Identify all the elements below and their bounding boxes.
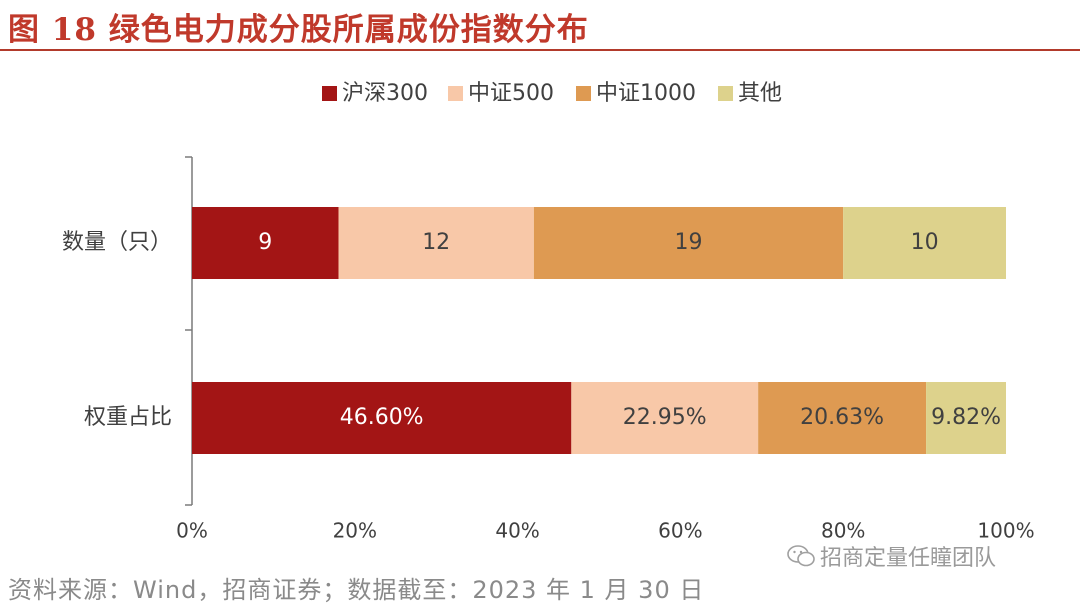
chart-axes: 0% 20% 40% 60% 80% 100% 数量（只） 权重占比 [62, 156, 1035, 543]
bar-segment-0-1 [338, 207, 534, 279]
data-label-0-2: 19 [675, 230, 703, 255]
legend-swatch-2 [576, 86, 591, 101]
legend-label-2: 中证1000 [596, 81, 696, 106]
data-label-1-1: 22.95% [623, 405, 707, 430]
x-tick-label-3: 60% [658, 519, 702, 543]
data-label-1-3: 9.82% [931, 405, 1001, 430]
source-note: 资料来源：Wind，招商证券；数据截至：2023 年 1 月 30 日 [8, 576, 705, 604]
watermark: 招商定量任瞳团队 [786, 540, 996, 572]
x-tick-label-4: 80% [821, 519, 865, 543]
data-label-1-0: 46.60% [340, 405, 424, 430]
x-tick-label-2: 40% [495, 519, 539, 543]
chart-legend: 沪深300 中证500 中证1000 其他 [322, 81, 782, 106]
bar-segment-0-3 [843, 207, 1006, 279]
legend-label-3: 其他 [738, 81, 782, 106]
category-label-0: 数量（只） [62, 230, 172, 255]
bar-segment-1-0 [192, 382, 572, 454]
data-label-0-0: 9 [258, 230, 272, 255]
bar-segment-1-2 [758, 382, 927, 454]
category-label-1: 权重占比 [84, 405, 172, 430]
data-label-0-3: 10 [911, 230, 939, 255]
legend-label-0: 沪深300 [342, 81, 428, 106]
legend-label-1: 中证500 [468, 81, 554, 106]
data-label-1-2: 20.63% [800, 405, 884, 430]
bar-segment-0-2 [533, 207, 844, 279]
legend-swatch-0 [322, 86, 337, 101]
title-divider [0, 49, 1080, 51]
chart-bars: 9 12 19 10 46.60% 22.95% 20.63% 9.82% [192, 207, 1006, 454]
wechat-icon [787, 545, 815, 567]
bar-segment-0-0 [192, 207, 339, 279]
watermark-text: 招商定量任瞳团队 [820, 546, 997, 571]
legend-swatch-3 [718, 86, 733, 101]
x-tick-label-0: 0% [176, 519, 208, 543]
legend-swatch-1 [448, 86, 463, 101]
x-tick-label-5: 100% [977, 519, 1034, 543]
bar-segment-1-1 [571, 382, 759, 454]
bar-segment-1-3 [926, 382, 1006, 454]
figure-title: 图 18 绿色电力成分股所属成份指数分布 [8, 12, 589, 48]
x-tick-label-1: 20% [333, 519, 377, 543]
data-label-0-1: 12 [422, 230, 450, 255]
